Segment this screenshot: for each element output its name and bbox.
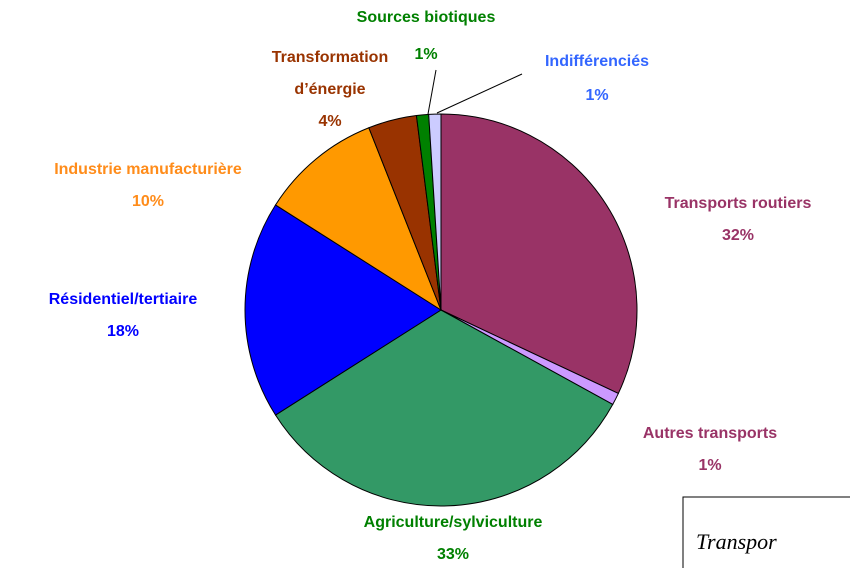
inset-box xyxy=(682,496,850,568)
slice-label: Industrie manufacturière xyxy=(54,161,242,178)
pie-slice xyxy=(428,113,442,311)
pie-slice xyxy=(244,204,442,416)
pie-slice xyxy=(274,127,443,312)
slice-label: Indifférenciés xyxy=(545,53,649,70)
inset-text: Transpor xyxy=(696,529,777,554)
pie-slice xyxy=(440,113,638,395)
slice-label: Autres transports xyxy=(643,425,777,442)
slice-value-label: 4% xyxy=(318,113,341,130)
slice-label: Transformation d’énergie xyxy=(272,49,388,98)
slice-value-label: 1% xyxy=(698,457,721,474)
slice-value-label: 18% xyxy=(107,323,139,340)
slice-label: Résidentiel/tertiaire xyxy=(49,291,198,308)
leader-line xyxy=(436,73,523,114)
leader-line xyxy=(427,69,437,115)
slice-label: Agriculture/sylviculture xyxy=(364,514,543,531)
pie-slice xyxy=(274,309,614,507)
slice-value-label: 1% xyxy=(414,46,437,63)
slice-label: Sources biotiques xyxy=(357,9,496,26)
slice-value-label: 33% xyxy=(437,546,469,563)
slice-value-label: 32% xyxy=(722,227,754,244)
slice-value-label: 1% xyxy=(585,87,608,104)
slice-label: Transports routiers xyxy=(665,195,812,212)
slice-value-label: 10% xyxy=(132,193,164,210)
